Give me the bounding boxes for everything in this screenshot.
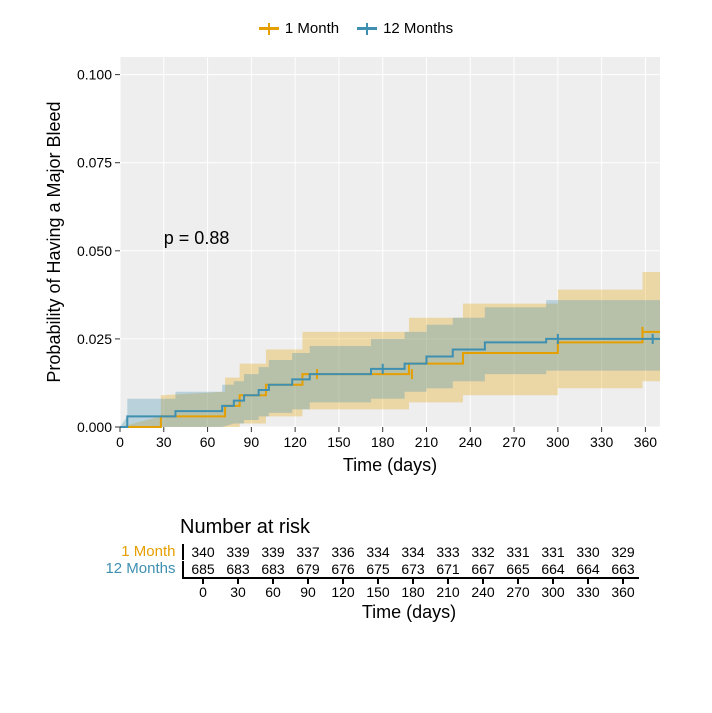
risk-cell: 676 bbox=[326, 561, 361, 577]
legend-swatch bbox=[259, 27, 279, 30]
risk-cell: 665 bbox=[501, 561, 536, 577]
risk-cell: 679 bbox=[291, 561, 326, 577]
risk-cell: 340 bbox=[186, 544, 221, 560]
x-tick-label: 0 bbox=[116, 434, 124, 450]
legend: 1 Month 12 Months bbox=[259, 20, 453, 37]
x-tick-label: 60 bbox=[200, 434, 216, 450]
x-tick-label: 270 bbox=[502, 434, 526, 450]
risk-row: 685683683679676675673671667665664664663 bbox=[182, 561, 641, 577]
legend-swatch bbox=[357, 27, 377, 30]
risk-xtick-label: 330 bbox=[571, 584, 606, 600]
risk-row: 340339339337336334334333332331331330329 bbox=[182, 544, 641, 560]
legend-item: 12 Months bbox=[357, 20, 453, 37]
risk-xticks: 0306090120150180210240270300330360 bbox=[182, 584, 641, 600]
risk-cell: 337 bbox=[291, 544, 326, 560]
x-tick-label: 30 bbox=[156, 434, 172, 450]
risk-cell: 333 bbox=[431, 544, 466, 560]
x-tick-label: 150 bbox=[327, 434, 351, 450]
risk-cell: 334 bbox=[396, 544, 431, 560]
y-tick-label: 0.050 bbox=[77, 243, 112, 259]
risk-cell: 331 bbox=[536, 544, 571, 560]
x-tick-label: 90 bbox=[244, 434, 260, 450]
risk-cell: 334 bbox=[361, 544, 396, 560]
risk-row-label: 1 Month bbox=[72, 543, 182, 560]
risk-cell: 664 bbox=[536, 561, 571, 577]
risk-xtick-label: 360 bbox=[606, 584, 641, 600]
x-axis-label: Time (days) bbox=[343, 455, 437, 475]
risk-xtick-label: 90 bbox=[291, 584, 326, 600]
risk-cell: 336 bbox=[326, 544, 361, 560]
risk-xtick-label: 120 bbox=[326, 584, 361, 600]
x-tick-label: 300 bbox=[546, 434, 570, 450]
risk-xtick-label: 0 bbox=[186, 584, 221, 600]
x-tick-label: 330 bbox=[590, 434, 614, 450]
km-plot: p = 0.88 0 30 60 90 120 150 180 210 240 270 300 330 3… bbox=[42, 47, 670, 488]
risk-cell: 683 bbox=[221, 561, 256, 577]
legend-label: 12 Months bbox=[383, 20, 453, 37]
risk-cell: 332 bbox=[466, 544, 501, 560]
legend-label: 1 Month bbox=[285, 20, 339, 37]
risk-xtick-label: 270 bbox=[501, 584, 536, 600]
risk-cell: 330 bbox=[571, 544, 606, 560]
x-tick-label: 210 bbox=[415, 434, 439, 450]
figure-container: 1 Month12 Months p = 0.88030609012015018… bbox=[20, 20, 692, 623]
risk-cell: 331 bbox=[501, 544, 536, 560]
y-tick-label: 0.025 bbox=[77, 331, 112, 347]
legend-item: 1 Month bbox=[259, 20, 339, 37]
y-tick-label: 0.000 bbox=[77, 419, 112, 435]
risk-cell: 671 bbox=[431, 561, 466, 577]
x-tick-label: 120 bbox=[283, 434, 307, 450]
risk-cell: 675 bbox=[361, 561, 396, 577]
risk-xtick-label: 30 bbox=[221, 584, 256, 600]
risk-row-label: 12 Months bbox=[72, 560, 182, 577]
risk-xlabel: Time (days) bbox=[182, 602, 637, 623]
risk-cell: 339 bbox=[221, 544, 256, 560]
y-axis-label: Probability of Having a Major Bleed bbox=[44, 101, 64, 382]
risk-xtick-label: 210 bbox=[431, 584, 466, 600]
x-tick-label: 360 bbox=[634, 434, 658, 450]
risk-cell: 663 bbox=[606, 561, 641, 577]
risk-cell: 683 bbox=[256, 561, 291, 577]
km-svg: p = 0.88 0 30 60 90 120 150 180 210 240 270 300 330 3… bbox=[42, 47, 670, 483]
risk-xtick-label: 240 bbox=[466, 584, 501, 600]
x-tick-label: 180 bbox=[371, 434, 395, 450]
risk-table-title: Number at risk bbox=[180, 516, 310, 539]
risk-xtick-label: 300 bbox=[536, 584, 571, 600]
y-tick-label: 0.075 bbox=[77, 155, 112, 171]
risk-cell: 329 bbox=[606, 544, 641, 560]
risk-cell: 673 bbox=[396, 561, 431, 577]
risk-xtick-label: 180 bbox=[396, 584, 431, 600]
risk-table: 1 Month340339339337336334334333332331331… bbox=[72, 543, 641, 623]
x-tick-label: 240 bbox=[459, 434, 483, 450]
risk-xtick-label: 150 bbox=[361, 584, 396, 600]
risk-cell: 339 bbox=[256, 544, 291, 560]
y-tick-label: 0.100 bbox=[77, 67, 112, 83]
risk-cell: 685 bbox=[186, 561, 221, 577]
p-value-annotation: p = 0.88 bbox=[164, 228, 230, 248]
risk-cell: 664 bbox=[571, 561, 606, 577]
risk-cell: 667 bbox=[466, 561, 501, 577]
risk-xtick-label: 60 bbox=[256, 584, 291, 600]
